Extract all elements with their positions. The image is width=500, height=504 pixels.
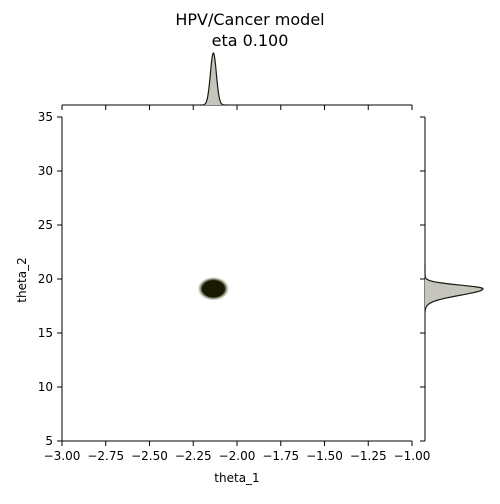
x-tick-label: −2.25 [175,449,212,463]
marginal-x-panel [61,52,413,110]
joint-density-core [201,280,225,298]
x-tick-label: −1.50 [306,449,343,463]
marginal-y-panel [420,116,484,442]
x-tick-label: −1.25 [350,449,387,463]
chart-title: HPV/Cancer model [175,10,324,29]
chart-subtitle: eta 0.100 [212,31,289,50]
y-tick-label: 25 [38,218,53,232]
y-tick-label: 35 [38,110,53,124]
x-tick-label: −1.00 [394,449,431,463]
marginal-x-curve [199,52,227,106]
x-tick-label: −2.00 [219,449,256,463]
y-tick-label: 15 [38,326,53,340]
x-tick-label: −3.00 [44,449,81,463]
y-tick-label: 20 [38,272,53,286]
y-tick-label: 30 [38,164,53,178]
x-axis-label: theta_1 [214,471,259,485]
y-tick-label: 10 [38,380,53,394]
marginal-x-fill [199,53,227,105]
joint-panel [197,276,230,301]
axes-group: −3.00 −2.75 −2.50 −2.25 −2.00 −1.75 −1.50 −1.25… [38,110,431,463]
x-tick-label: −2.50 [131,449,168,463]
x-tick-label: −1.75 [262,449,299,463]
marginal-y-curve [424,264,484,314]
y-tick-label: 5 [45,434,53,448]
y-axis-label: theta_2 [15,257,29,302]
x-tick-label: −2.75 [87,449,124,463]
marginal-y-fill [425,264,483,314]
